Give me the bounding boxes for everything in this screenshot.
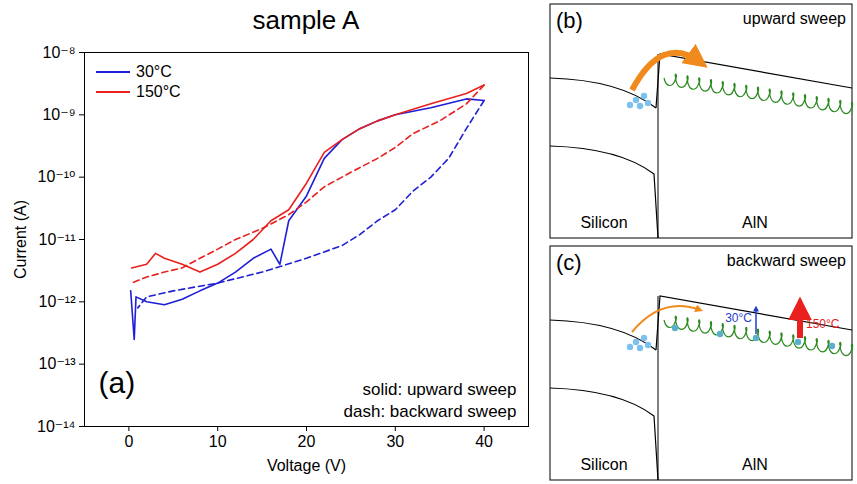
svg-text:10⁻⁹: 10⁻⁹: [42, 106, 75, 123]
svg-text:0: 0: [124, 433, 133, 450]
svg-text:150°C: 150°C: [806, 317, 840, 331]
svg-text:Silicon: Silicon: [580, 214, 627, 231]
svg-text:AlN: AlN: [742, 456, 768, 473]
html-text:sample A: sample A: [252, 5, 360, 35]
svg-text:10: 10: [209, 433, 227, 450]
svg-text:Current (A): Current (A): [12, 200, 29, 279]
svg-text:10⁻¹⁰: 10⁻¹⁰: [38, 168, 76, 185]
svg-text:40: 40: [475, 433, 493, 450]
svg-text:dash: backward sweep: dash: backward sweep: [344, 402, 517, 421]
svg-text:AlN: AlN: [742, 214, 768, 231]
html-text:30°C: 30°C: [136, 63, 172, 80]
svg-text:20: 20: [298, 433, 316, 450]
svg-text:backward sweep: backward sweep: [727, 252, 846, 269]
svg-text:Voltage (V): Voltage (V): [267, 457, 346, 474]
svg-text:Silicon: Silicon: [580, 456, 627, 473]
svg-text:10⁻¹¹: 10⁻¹¹: [39, 231, 76, 248]
svg-text:solid: upward sweep: solid: upward sweep: [362, 380, 516, 399]
html-text:150°C: 150°C: [136, 83, 181, 100]
svg-text:10⁻¹²: 10⁻¹²: [39, 293, 77, 310]
svg-text:(c): (c): [556, 250, 582, 275]
svg-text:30: 30: [386, 433, 404, 450]
svg-text:(b): (b): [556, 8, 583, 33]
svg-text:10⁻¹⁴: 10⁻¹⁴: [37, 418, 76, 435]
svg-text:(a): (a): [99, 366, 136, 399]
svg-text:10⁻¹³: 10⁻¹³: [39, 355, 77, 372]
svg-text:30°C: 30°C: [725, 311, 752, 325]
svg-text:upward sweep: upward sweep: [743, 10, 846, 27]
svg-text:10⁻⁸: 10⁻⁸: [43, 44, 76, 61]
